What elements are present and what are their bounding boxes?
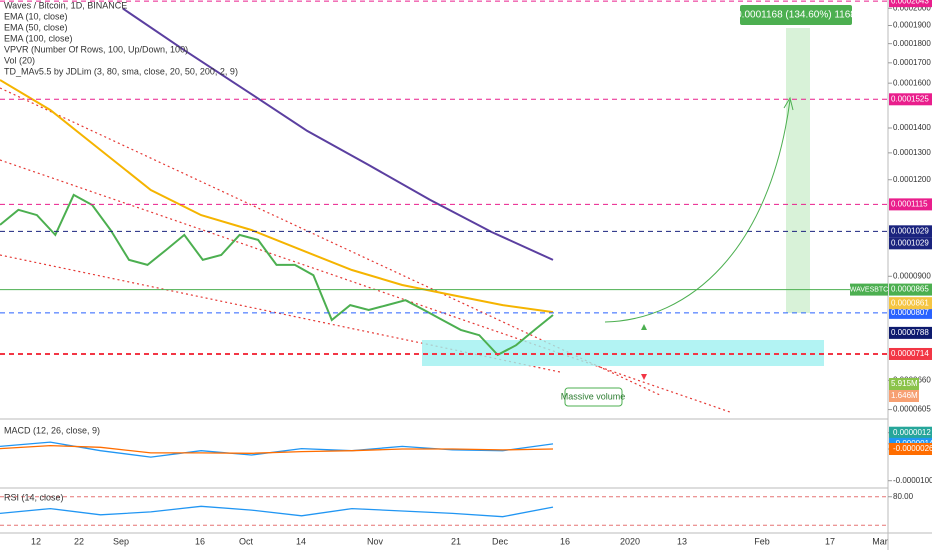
price-tag-box xyxy=(889,237,932,250)
y-tick-label: 0.0001800 xyxy=(893,39,931,48)
price-tag-label: 0.0001029 xyxy=(891,238,929,247)
price-tag: 0.0000865 xyxy=(889,283,932,296)
y-tick-label: 80.00 xyxy=(893,492,914,501)
y-tick-label: 0.0001700 xyxy=(893,58,931,67)
price-tag-label: 0.0001029 xyxy=(891,226,929,235)
price-tag-box xyxy=(889,306,932,319)
price-tag-label: 0.0001115 xyxy=(891,199,928,208)
time-axis: 12 22 Sep 16 Oct 14 Nov 21 Dec 16 2020 13 Feb 17 Mar xyxy=(31,536,888,546)
symbol-label: WAVESBTC xyxy=(850,286,889,293)
volume-tag-box xyxy=(889,390,919,402)
legend-entry: EMA (50, close) xyxy=(4,22,68,32)
legend-entry: Vol (20) xyxy=(4,55,35,65)
x-tick-label: 12 xyxy=(31,536,41,546)
pane-title: Waves / Bitcoin, 1D, BINANCE xyxy=(4,0,127,10)
x-tick-label: 17 xyxy=(825,536,835,546)
x-tick-label: 22 xyxy=(74,536,84,546)
measure-label: 0.0001168 (134.60%) 1168 xyxy=(736,10,856,21)
y-tick-box xyxy=(889,426,932,439)
series-line xyxy=(0,505,554,518)
note-box xyxy=(564,387,623,407)
legend-entry: EMA (10, close) xyxy=(4,11,68,21)
x-tick-label: Dec xyxy=(492,536,509,546)
price-tag: 0.0001029 xyxy=(889,225,932,238)
y-tick-label: 0.0000900 xyxy=(893,271,931,280)
volume-tag-label: 1.646M xyxy=(891,391,918,400)
y-tick-label: -0.0000026 xyxy=(893,444,932,453)
series-line xyxy=(0,79,554,314)
legend-entry: VPVR (Number Of Rows, 100, Up/Down, 100) xyxy=(4,44,188,54)
price-tag: 0.0000714 xyxy=(889,347,932,360)
price-tag-box xyxy=(889,297,932,310)
x-tick-label: 16 xyxy=(560,536,570,546)
volume-tag-box xyxy=(889,378,919,390)
measure-box xyxy=(740,5,852,25)
price-tag-label: 0.0001525 xyxy=(891,94,929,103)
y-tick-box xyxy=(889,443,932,455)
x-tick-label: 2020 xyxy=(620,536,640,546)
x-tick-label: Oct xyxy=(239,536,254,546)
y-tick-label: 0.0001200 xyxy=(893,175,931,184)
pane-title: MACD (12, 26, close, 9) xyxy=(4,425,100,435)
price-tag-label: 0.0000865 xyxy=(891,285,929,294)
price-tag-box xyxy=(889,347,932,360)
price-tag-box xyxy=(889,93,932,106)
x-tick-label: Feb xyxy=(754,536,770,546)
arrow-head xyxy=(783,96,794,111)
price-tag: 0.0000788 xyxy=(889,326,932,339)
y-tick-label: -0.0000100 xyxy=(893,476,932,485)
up-arrow xyxy=(641,324,647,330)
y-tick-label: 0.0000605 xyxy=(893,405,931,414)
channel-line xyxy=(0,159,731,413)
price-tag-box xyxy=(889,0,932,8)
y-tick-label: 0.0001900 xyxy=(893,21,931,30)
symbol-box xyxy=(850,283,888,296)
pane-title: RSI (14, close) xyxy=(4,492,64,502)
down-arrow xyxy=(641,374,647,380)
price-tag-box xyxy=(889,225,932,238)
price-tag: 0.0000861 xyxy=(889,297,932,310)
price-tag-label: 0.0000714 xyxy=(891,349,929,358)
price-tag-box xyxy=(889,326,932,339)
series-line xyxy=(122,7,554,261)
note-label: Massive volume xyxy=(561,391,626,401)
price-tag: 0.0001029 xyxy=(889,237,932,250)
annotations: 0.0001168 (134.60%) 1168 Massive volume xyxy=(561,5,856,407)
macd-pane: 0.0000012-0.0000014-0.0000026-0.0000100M… xyxy=(0,425,932,485)
x-tick-label: 13 xyxy=(677,536,687,546)
price-tag-box xyxy=(889,283,932,296)
projection-arrow xyxy=(604,99,791,323)
price-tag: 0.0001115 xyxy=(889,198,932,211)
price-tag: 0.0001525 xyxy=(889,93,932,106)
series-line xyxy=(0,193,554,357)
y-tick-label: 0.0002000 xyxy=(893,3,931,12)
price-tag-label: 0.0000788 xyxy=(891,328,929,337)
price-tag-label: 0.0002043 xyxy=(891,0,929,5)
price-tag-label: 0.0000807 xyxy=(891,308,929,317)
x-tick-label: Nov xyxy=(367,536,384,546)
price-tag: 0.0000807 xyxy=(889,306,932,319)
y-tick-label: 0.0001600 xyxy=(893,78,931,87)
rsi-pane: 80.00 RSI (14, close) xyxy=(0,492,914,526)
y-tick-label: 0.0001400 xyxy=(893,123,931,132)
price-pane: 0.0002000 0.0001900 0.0001800 0.0001700 0.00… xyxy=(0,0,932,414)
y-tick-label: 0.0001300 xyxy=(893,148,931,157)
legend-entry: TD_MAv5.5 by JDLim (3, 80, sma, close, 2… xyxy=(4,66,238,76)
y-tick-label: 0.0000012 xyxy=(893,428,931,437)
price-tag-box xyxy=(889,198,932,211)
x-tick-label: Sep xyxy=(113,536,129,546)
x-tick-label: Mar xyxy=(872,536,888,546)
legend-entry: EMA (100, close) xyxy=(4,33,73,43)
price-tag: 0.0002043 xyxy=(889,0,932,8)
x-tick-label: 21 xyxy=(451,536,461,546)
target-band xyxy=(786,28,810,313)
volume-tag-label: 5.915M xyxy=(891,379,918,388)
x-tick-label: 14 xyxy=(296,536,306,546)
series-line xyxy=(0,444,554,454)
x-tick-label: 16 xyxy=(195,536,205,546)
price-tag-label: 0.0000861 xyxy=(891,298,929,307)
